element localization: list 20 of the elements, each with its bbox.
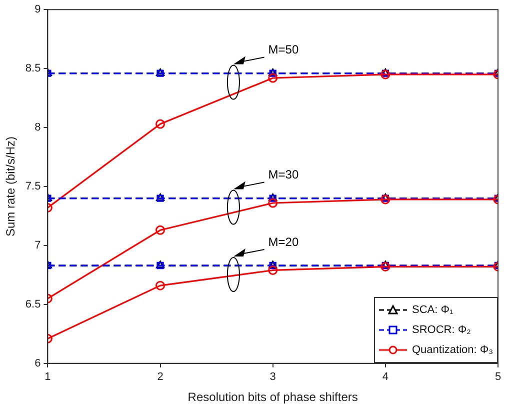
annotation: M=30	[268, 168, 299, 182]
x-tick-label: 2	[157, 371, 164, 384]
y-tick-label: 6.5	[25, 298, 41, 310]
y-axis-title: Sum rate (bit/s/Hz)	[4, 136, 18, 237]
x-tick-label: 3	[270, 371, 276, 384]
y-tick-label: 8	[34, 122, 41, 134]
y-tick-label: 9	[34, 4, 41, 16]
legend-label: Quantization: Φ₃	[412, 344, 494, 356]
x-tick-label: 4	[382, 371, 388, 384]
y-tick-label: 6	[34, 357, 41, 370]
x-axis-title: Resolution bits of phase shifters	[188, 390, 358, 404]
x-tick-label: 5	[494, 371, 502, 384]
y-tick-label: 7.5	[25, 180, 41, 193]
x-tick-label: 1	[44, 371, 51, 384]
y-tick-label: 8.5	[25, 62, 41, 75]
legend-label: SROCR: Φ₂	[412, 324, 471, 336]
y-tick-label: 7	[34, 240, 41, 252]
legend-label: SCA: Φ₁	[412, 304, 454, 316]
annotation: M=50	[268, 42, 299, 57]
annotation: M=20	[268, 234, 299, 249]
